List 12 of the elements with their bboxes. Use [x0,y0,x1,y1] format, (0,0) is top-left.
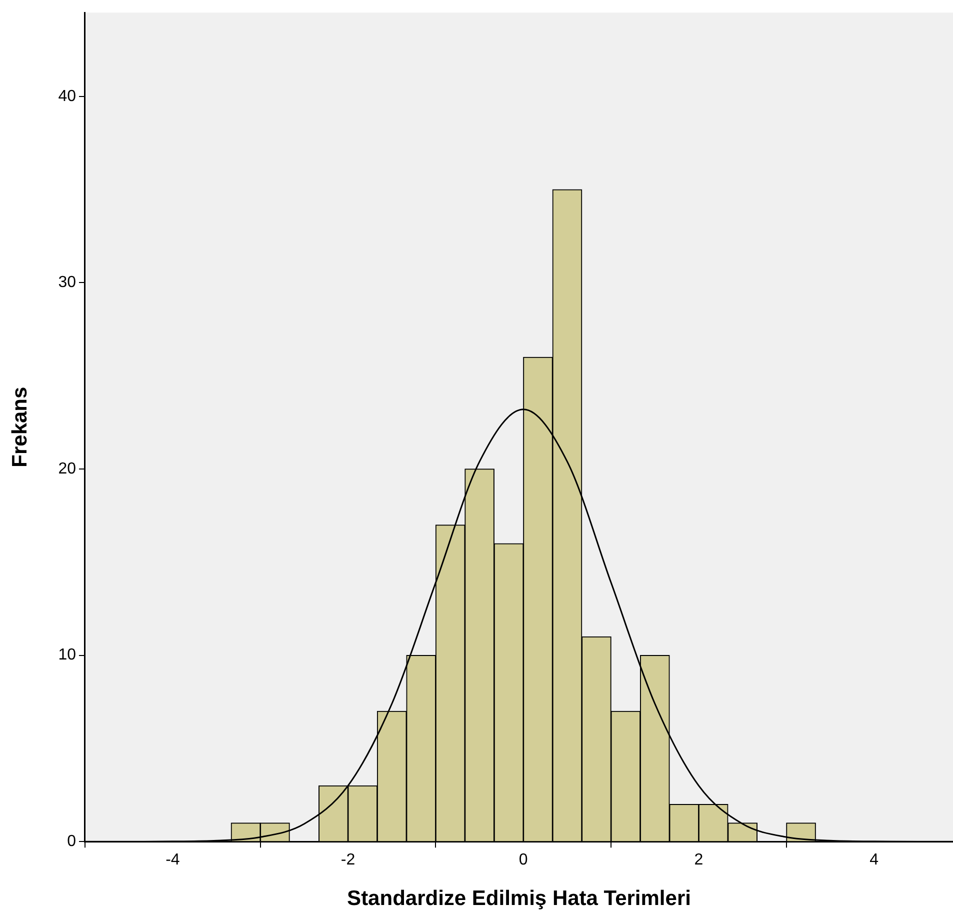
x-tick-label: 0 [518,852,528,869]
x-tick-label: -4 [166,852,180,869]
y-axis-title: Frekans [8,386,32,468]
y-tick-label: 10 [58,646,76,664]
x-axis-title: Standardize Edilmiş Hata Terimleri [347,887,691,910]
x-tick-label: 2 [694,852,704,869]
x-tick-label: -2 [340,852,356,869]
y-tick-label: 0 [67,833,76,850]
y-tick-label: 40 [58,88,76,105]
y-tick-label: 30 [58,274,76,292]
x-tick-label: 4 [870,852,879,869]
y-tick-label: 20 [58,460,76,478]
